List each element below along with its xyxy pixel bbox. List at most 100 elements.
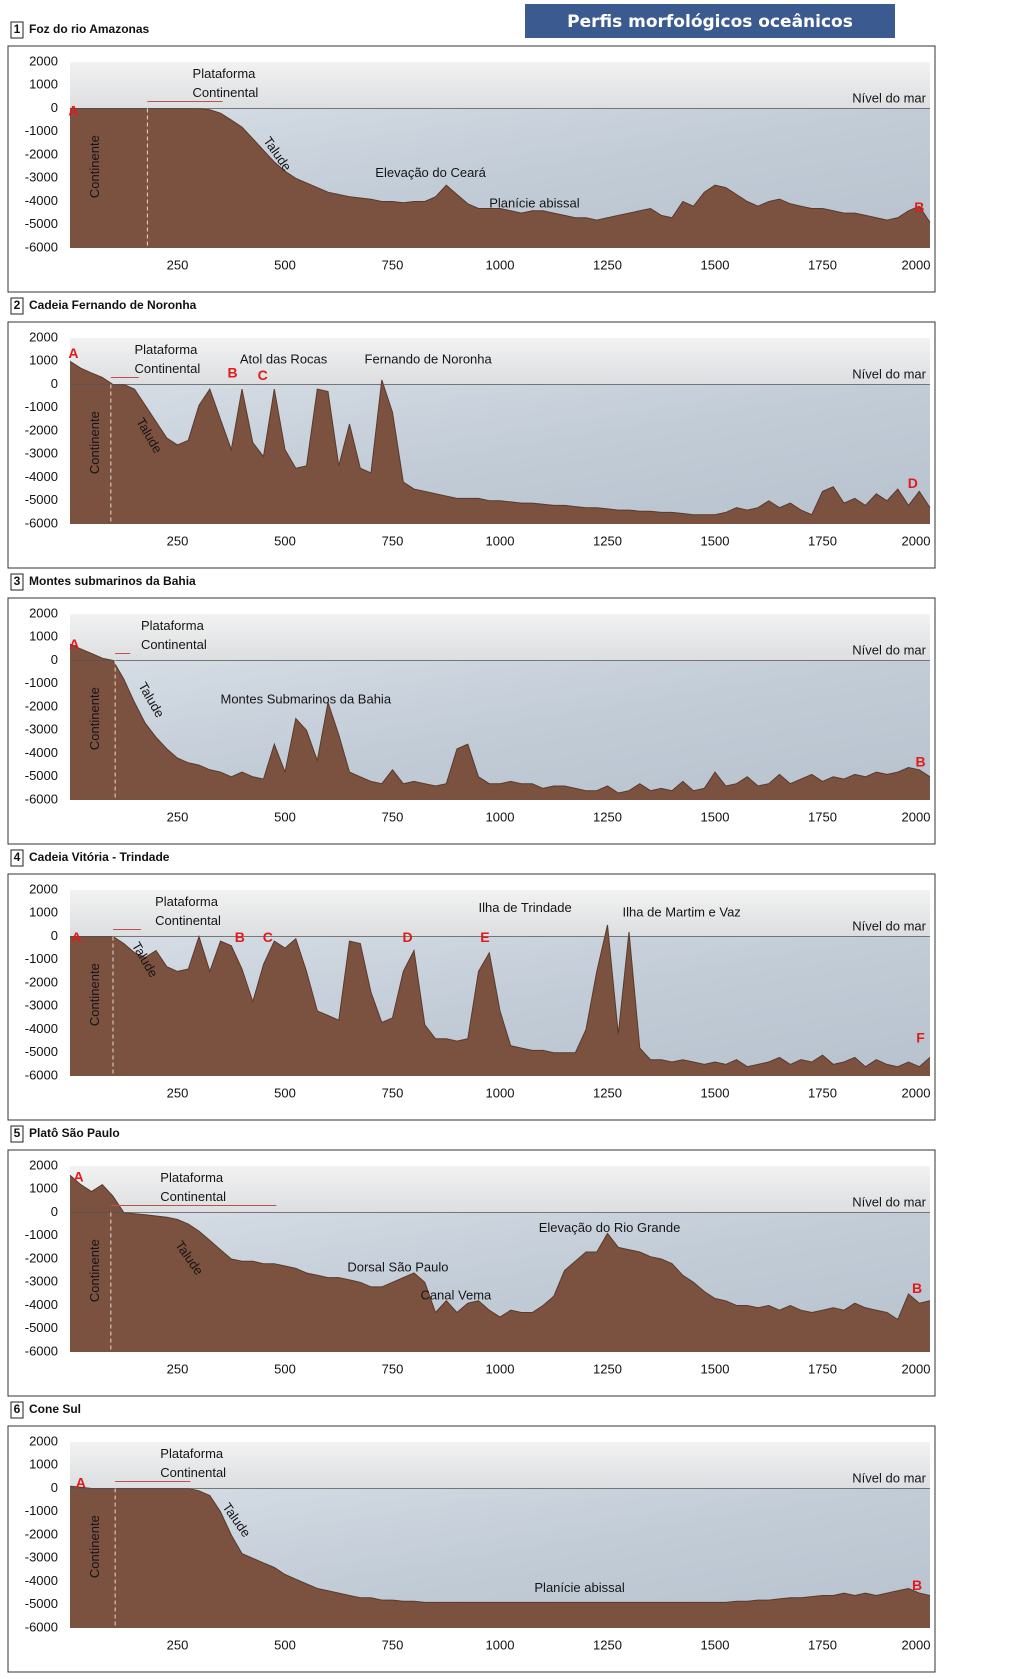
- x-tick-label: 2000: [902, 533, 931, 548]
- y-tick-label: -4000: [25, 469, 58, 484]
- profile-panel: 5Platô São Paulo200010000-1000-2000-3000…: [8, 1126, 935, 1396]
- y-tick-label: 2000: [29, 1157, 58, 1172]
- y-tick-label: -5000: [25, 216, 58, 231]
- point-label: A: [69, 636, 79, 652]
- panel-title: Montes submarinos da Bahia: [29, 574, 196, 588]
- x-tick-label: 1000: [486, 533, 515, 548]
- sea-level-label: Nível do mar: [852, 919, 926, 934]
- y-tick-label: -5000: [25, 768, 58, 783]
- y-tick-label: -6000: [25, 1619, 58, 1634]
- annotation: Dorsal São Paulo: [347, 1260, 448, 1275]
- x-tick-label: 1500: [701, 257, 730, 272]
- y-tick-label: -1000: [25, 675, 58, 690]
- x-tick-label: 1500: [701, 533, 730, 548]
- land-label: Continente: [87, 1515, 102, 1578]
- x-tick-label: 250: [167, 1085, 189, 1100]
- y-tick-label: -4000: [25, 1573, 58, 1588]
- annotation: Atol das Rocas: [240, 352, 328, 367]
- x-tick-label: 2000: [902, 1637, 931, 1652]
- y-tick-label: -1000: [25, 1503, 58, 1518]
- x-tick-label: 500: [274, 1361, 296, 1376]
- annotation: Plataforma: [141, 618, 205, 633]
- x-tick-label: 1250: [593, 1361, 622, 1376]
- profile-panel: 6Cone Sul200010000-1000-2000-3000-4000-5…: [8, 1402, 935, 1672]
- y-tick-label: -3000: [25, 1550, 58, 1565]
- annotation: Plataforma: [160, 1446, 224, 1461]
- x-tick-label: 500: [274, 257, 296, 272]
- sea-level-label: Nível do mar: [852, 367, 926, 382]
- point-label: A: [76, 1475, 86, 1491]
- annotation: Montes Submarinos da Bahia: [221, 691, 392, 706]
- sea-level-label: Nível do mar: [852, 643, 926, 658]
- point-label: E: [480, 929, 489, 945]
- panel-number: 1: [14, 22, 21, 36]
- annotation: Ilha de Martim e Vaz: [623, 905, 741, 920]
- x-tick-label: 1000: [486, 1361, 515, 1376]
- point-label: B: [227, 365, 237, 381]
- land-label: Continente: [87, 963, 102, 1026]
- y-tick-label: -2000: [25, 1526, 58, 1541]
- y-tick-label: -1000: [25, 1227, 58, 1242]
- point-label: A: [68, 345, 78, 361]
- annotation: Continental: [193, 85, 259, 100]
- y-tick-label: -1000: [25, 123, 58, 138]
- panel-number: 6: [14, 1402, 21, 1416]
- y-tick-label: 0: [51, 376, 58, 391]
- point-label: D: [402, 929, 412, 945]
- x-tick-label: 250: [167, 1637, 189, 1652]
- point-label: C: [258, 367, 268, 383]
- x-tick-label: 1750: [808, 809, 837, 824]
- x-tick-label: 1750: [808, 1085, 837, 1100]
- annotation: Canal Vema: [420, 1288, 492, 1303]
- x-tick-label: 1250: [593, 257, 622, 272]
- x-tick-label: 750: [382, 1637, 404, 1652]
- x-tick-label: 1500: [701, 1085, 730, 1100]
- point-label: A: [71, 929, 81, 945]
- y-tick-label: -3000: [25, 998, 58, 1013]
- panel-title: Foz do rio Amazonas: [29, 22, 150, 36]
- point-label: B: [915, 754, 925, 770]
- profile-panel: 4Cadeia Vitória - Trindade200010000-1000…: [8, 850, 935, 1120]
- y-tick-label: 0: [51, 1480, 58, 1495]
- y-tick-label: -4000: [25, 1021, 58, 1036]
- y-tick-label: 0: [51, 1204, 58, 1219]
- land-label: Continente: [87, 411, 102, 474]
- x-tick-label: 1500: [701, 1637, 730, 1652]
- x-tick-label: 2000: [902, 1361, 931, 1376]
- y-tick-label: -5000: [25, 492, 58, 507]
- panel-title: Platô São Paulo: [29, 1126, 120, 1140]
- y-tick-label: 2000: [29, 53, 58, 68]
- y-tick-label: 1000: [29, 353, 58, 368]
- annotation: Continental: [155, 913, 221, 928]
- y-tick-label: -1000: [25, 399, 58, 414]
- point-label: F: [916, 1030, 925, 1046]
- y-tick-label: -2000: [25, 146, 58, 161]
- y-tick-label: 2000: [29, 881, 58, 896]
- point-label: A: [74, 1168, 84, 1184]
- point-label: C: [263, 929, 273, 945]
- y-tick-label: -3000: [25, 446, 58, 461]
- panel-number: 5: [14, 1126, 21, 1140]
- annotation: Fernando de Noronha: [365, 352, 493, 367]
- annotation: Planície abissal: [489, 195, 579, 210]
- y-tick-label: -4000: [25, 745, 58, 760]
- x-tick-label: 750: [382, 1361, 404, 1376]
- x-tick-label: 1250: [593, 533, 622, 548]
- point-label: B: [912, 1577, 922, 1593]
- annotation: Elevação do Rio Grande: [539, 1220, 681, 1235]
- x-tick-label: 1750: [808, 1637, 837, 1652]
- y-tick-label: 2000: [29, 1433, 58, 1448]
- point-label: B: [912, 1280, 922, 1296]
- y-tick-label: 1000: [29, 77, 58, 92]
- x-tick-label: 500: [274, 809, 296, 824]
- x-tick-label: 1750: [808, 1361, 837, 1376]
- x-tick-label: 500: [274, 1085, 296, 1100]
- y-tick-label: -2000: [25, 974, 58, 989]
- panel-title: Cone Sul: [29, 1402, 81, 1416]
- y-tick-label: -3000: [25, 1274, 58, 1289]
- y-tick-label: 1000: [29, 1457, 58, 1472]
- x-tick-label: 1000: [486, 1637, 515, 1652]
- y-tick-label: -4000: [25, 1297, 58, 1312]
- point-label: A: [68, 103, 78, 119]
